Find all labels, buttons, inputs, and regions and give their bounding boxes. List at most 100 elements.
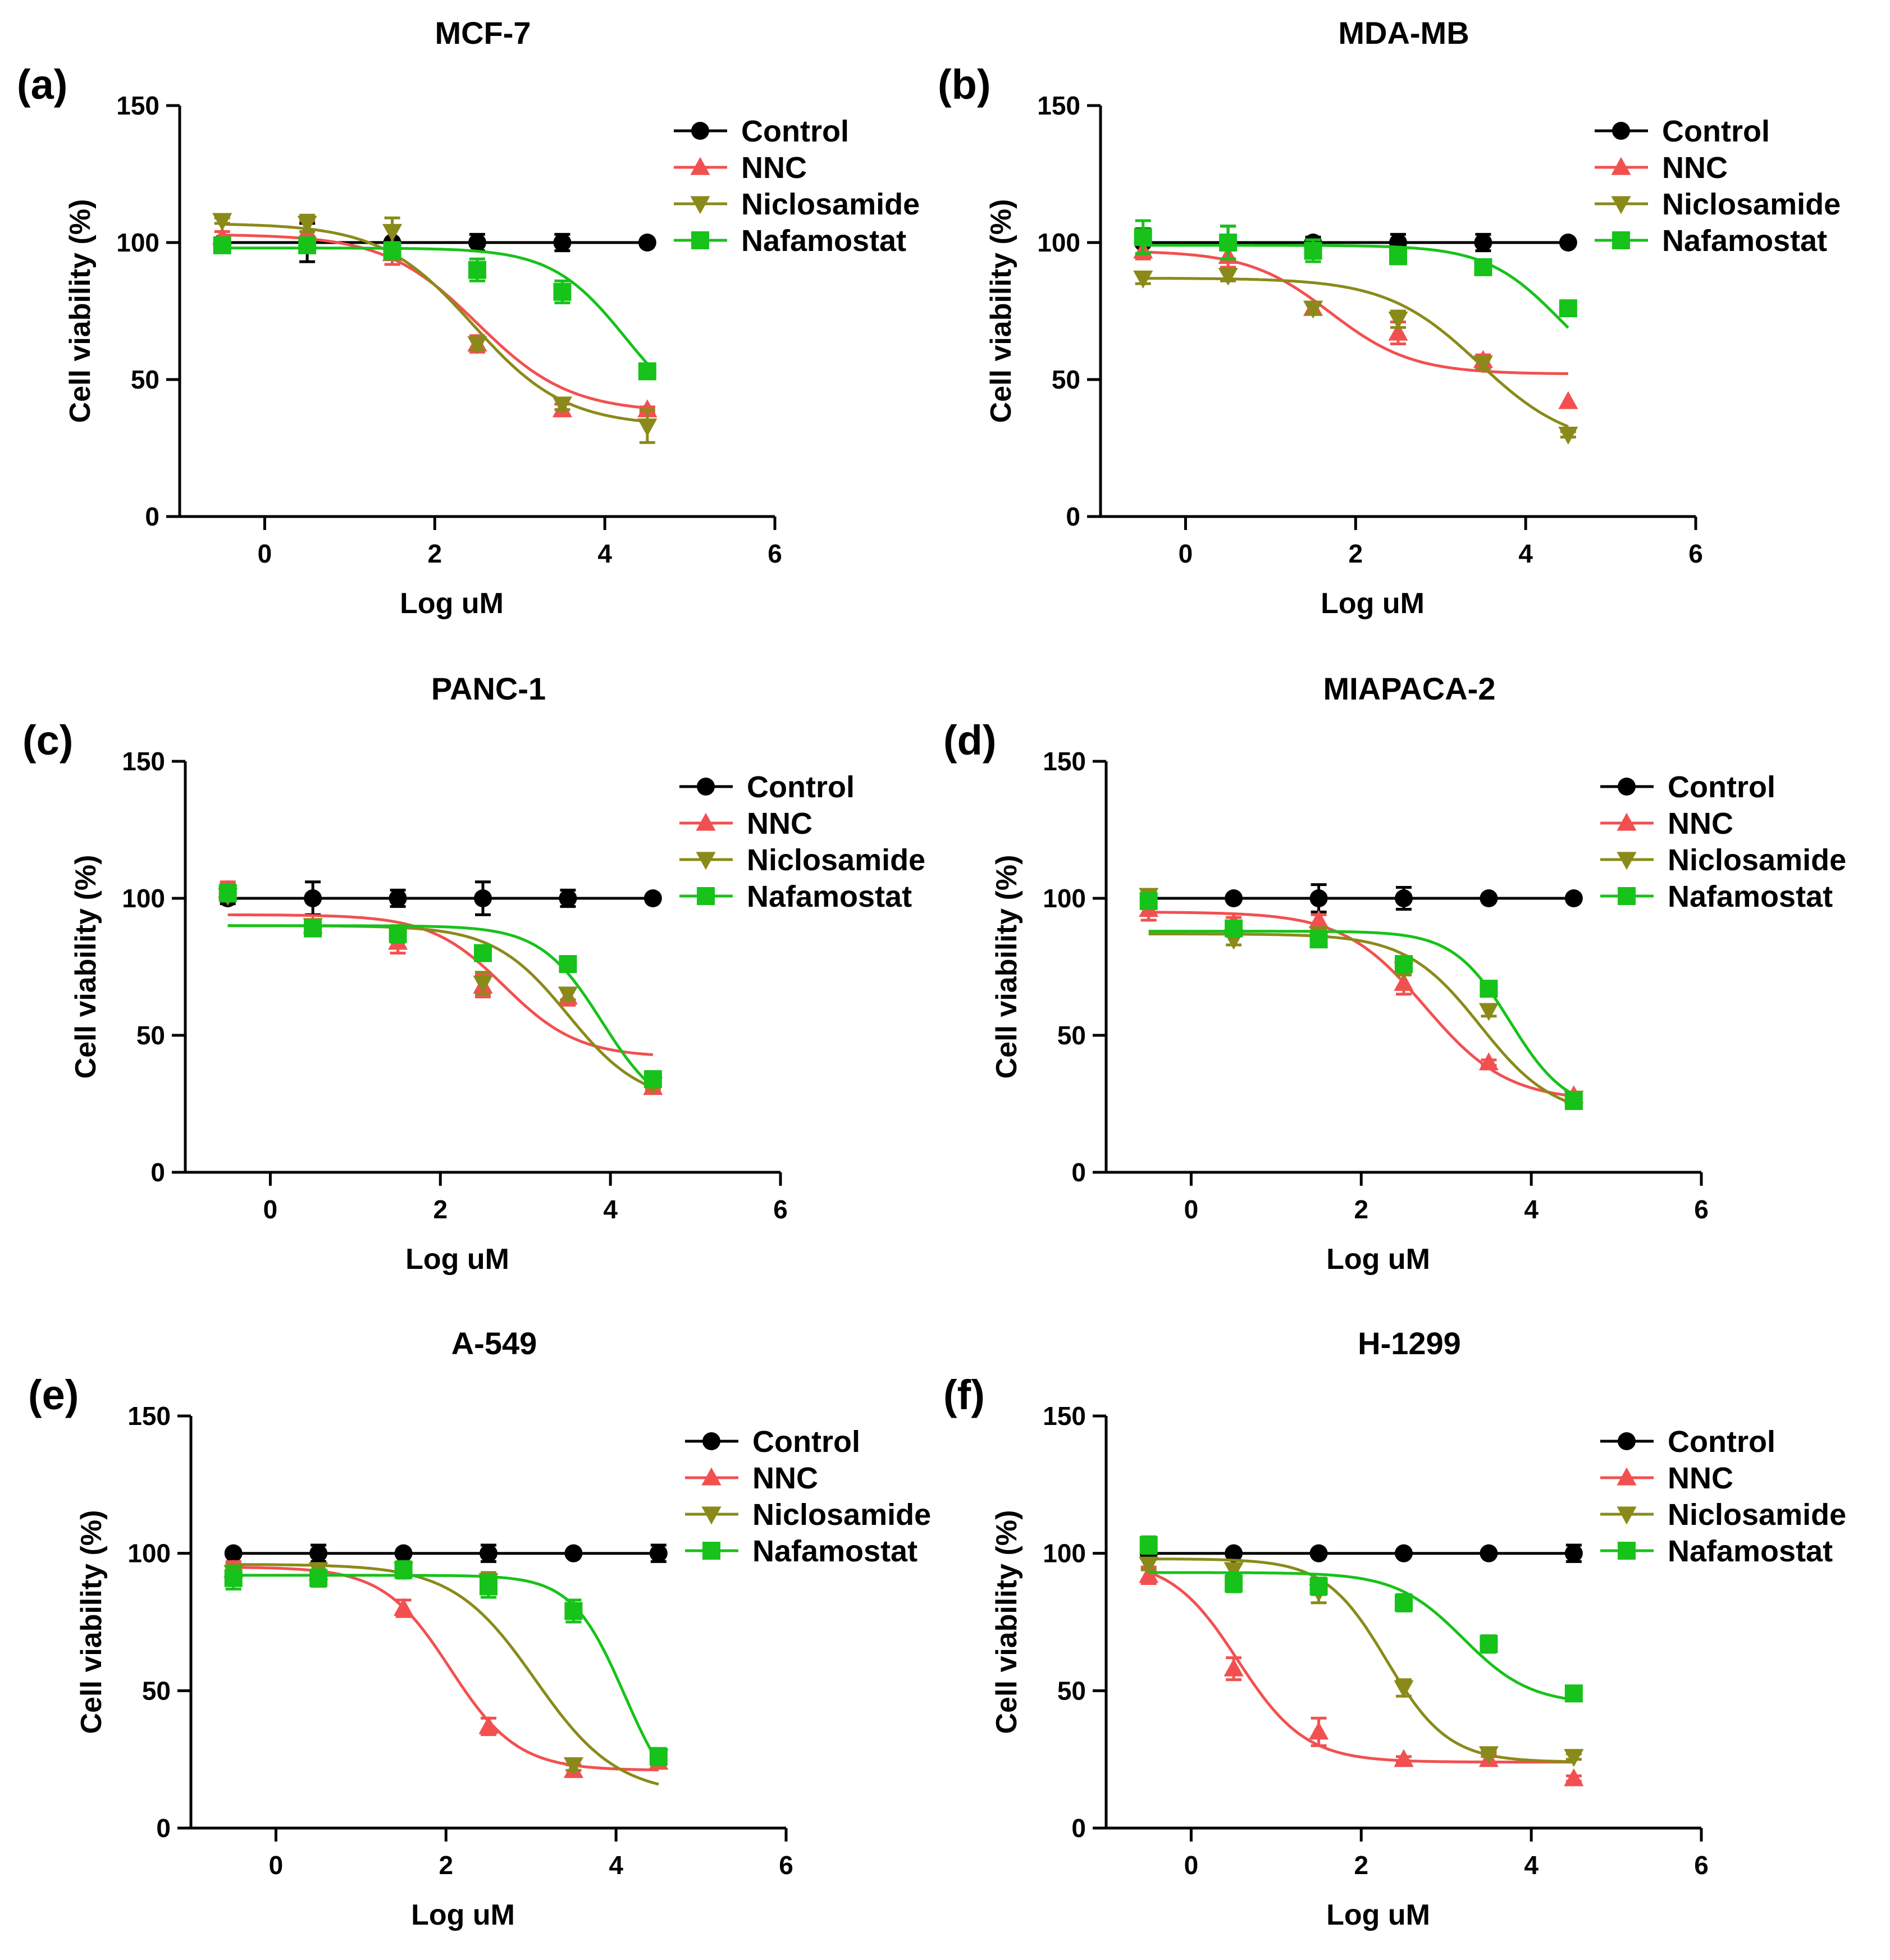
data-point-niclosamide [1303, 300, 1323, 319]
series-nafamostat [1139, 1535, 1583, 1703]
x-tick-label: 4 [1524, 1851, 1539, 1880]
legend-marker [690, 157, 710, 175]
y-tick-label: 50 [1057, 1676, 1086, 1705]
data-point-control [1309, 889, 1328, 907]
legend-entry-control: Control [1600, 1425, 1775, 1459]
y-tick-label: 50 [1052, 365, 1080, 394]
data-point-nafamostat [304, 919, 322, 938]
legend-entry-nnc: NNC [679, 807, 812, 840]
series-nafamostat [1139, 892, 1583, 1111]
x-tick-label: 0 [263, 1195, 278, 1224]
panel-letter: (d) [943, 717, 997, 764]
y-tick-label: 150 [127, 1401, 171, 1431]
data-point-nafamostat [298, 236, 317, 254]
legend-marker [702, 1432, 720, 1450]
legend-entry-nnc: NNC [1600, 1461, 1733, 1495]
series-control [218, 880, 662, 916]
data-point-niclosamide [1218, 267, 1238, 286]
y-tick-label: 50 [131, 365, 159, 394]
y-tick-label: 100 [127, 1539, 171, 1568]
y-tick-label: 0 [150, 1158, 165, 1187]
legend-label: Control [747, 770, 855, 804]
legend-entry-nnc: NNC [674, 151, 807, 185]
data-point-control [1480, 1544, 1498, 1562]
y-tick-label: 150 [116, 91, 159, 120]
data-point-nnc [1394, 972, 1414, 991]
legend-marker [690, 196, 710, 214]
data-point-control [304, 889, 322, 907]
data-point-nafamostat [1559, 299, 1577, 318]
legend-label: Nafamostat [1668, 880, 1833, 913]
data-point-nafamostat [474, 944, 492, 962]
y-tick-label: 100 [122, 884, 165, 913]
legend-marker [696, 812, 716, 831]
y-tick-label: 0 [156, 1813, 171, 1843]
data-point-control [649, 1544, 668, 1562]
data-point-nafamostat [638, 362, 656, 381]
data-point-nafamostat [224, 1569, 243, 1587]
data-point-nafamostat [383, 241, 401, 260]
data-point-control [389, 889, 407, 907]
legend-marker [1618, 1542, 1636, 1560]
legend-entry-nnc: NNC [1595, 151, 1728, 185]
legend-marker [697, 887, 715, 905]
legend-label: Nafamostat [1668, 1534, 1833, 1568]
legend-label: Niclosamide [1662, 188, 1841, 221]
data-point-niclosamide [552, 396, 573, 415]
x-tick-label: 2 [1354, 1851, 1368, 1880]
data-point-nafamostat [559, 955, 577, 974]
legend-label: Niclosamide [747, 843, 925, 877]
y-tick-label: 150 [1037, 91, 1080, 120]
x-tick-label: 4 [603, 1195, 618, 1224]
data-point-nafamostat [1309, 1577, 1328, 1596]
legend-entry-nafamostat: Nafamostat [685, 1534, 917, 1568]
data-point-niclosamide [558, 986, 578, 1005]
legend-entry-niclosamide: Niclosamide [685, 1498, 931, 1532]
x-tick-label: 6 [779, 1851, 793, 1880]
legend-marker [701, 1506, 722, 1525]
x-tick-label: 2 [433, 1195, 448, 1224]
y-tick-label: 150 [1043, 747, 1086, 776]
legend-entry-niclosamide: Niclosamide [674, 188, 920, 221]
data-point-control [643, 889, 662, 907]
legend-label: Control [741, 115, 849, 148]
fit-curve-niclosamide [233, 1563, 659, 1786]
legend-label: Nafamostat [752, 1534, 917, 1568]
y-tick-label: 0 [1071, 1158, 1086, 1187]
x-tick-label: 4 [597, 539, 612, 568]
legend-marker [691, 231, 709, 249]
y-tick-label: 100 [116, 228, 159, 257]
data-point-nnc [1224, 1658, 1244, 1676]
legend-entry-niclosamide: Niclosamide [1600, 843, 1846, 877]
data-point-control [1395, 1544, 1413, 1562]
y-tick-label: 0 [145, 502, 159, 531]
y-axis-label: Cell viability (%) [990, 855, 1023, 1079]
legend-label: NNC [741, 151, 807, 185]
y-axis-label: Cell viability (%) [75, 1510, 108, 1734]
x-tick-label: 6 [773, 1195, 788, 1224]
fit-curve-nnc [1148, 1570, 1574, 1763]
data-point-control [559, 889, 577, 907]
panel-b: (b) MDA-MB 0 50 100 150 0 2 4 6 Log uM Cell viabili… [938, 15, 1841, 620]
data-point-niclosamide [382, 223, 403, 242]
fit-curve-nafamostat [227, 924, 654, 1088]
panel-f: (f) H-1299 0 50 100 150 0 2 4 6 Log uM Cell viabili… [943, 1326, 1846, 1931]
data-point-nnc [1564, 1768, 1584, 1787]
data-point-nafamostat [1225, 919, 1243, 938]
y-axis-label: Cell viability (%) [70, 855, 102, 1079]
legend-label: NNC [1668, 1461, 1733, 1495]
series-niclosamide [1133, 267, 1578, 445]
y-tick-label: 150 [1043, 1401, 1086, 1431]
data-point-niclosamide [1564, 1749, 1584, 1767]
data-point-control [480, 1544, 497, 1562]
data-point-nafamostat [643, 1070, 662, 1089]
legend-marker [702, 1542, 720, 1560]
fit-curve-niclosamide [1148, 1557, 1574, 1763]
legend-entry-niclosamide: Niclosamide [1600, 1498, 1846, 1532]
data-point-control [1564, 1544, 1583, 1562]
fit-curve-niclosamide [222, 222, 648, 423]
data-point-niclosamide [297, 216, 317, 234]
legend-marker [1611, 157, 1631, 175]
legend-marker [696, 852, 716, 870]
